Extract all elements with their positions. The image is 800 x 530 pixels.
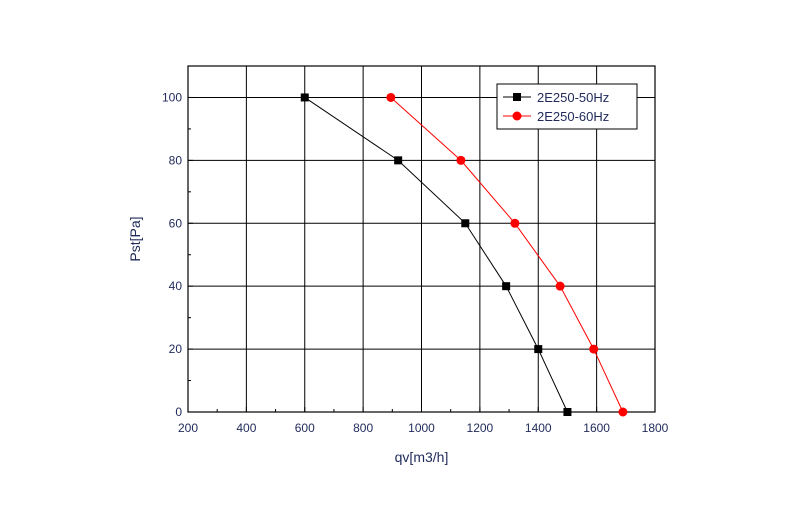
data-point <box>461 219 470 228</box>
legend-marker <box>512 111 522 121</box>
y-tick-label: 40 <box>169 279 183 293</box>
y-tick-label: 20 <box>169 342 183 356</box>
x-axis-label: qv[m3/h] <box>395 449 449 465</box>
data-point <box>510 218 520 228</box>
x-tick-label: 800 <box>353 421 373 435</box>
legend-label: 2E250-50Hz <box>537 90 609 105</box>
x-tick-label: 1800 <box>642 421 669 435</box>
series-1 <box>300 93 572 416</box>
data-point <box>534 345 543 354</box>
x-tick-label: 600 <box>295 421 315 435</box>
x-tick-label: 1000 <box>408 421 435 435</box>
x-tick-label: 1200 <box>467 421 494 435</box>
legend-entry: 2E250-50Hz <box>503 90 609 105</box>
data-point <box>589 344 599 354</box>
data-point <box>618 407 628 417</box>
y-tick-label: 100 <box>162 90 182 104</box>
x-tick-label: 1400 <box>525 421 552 435</box>
data-point <box>300 93 309 102</box>
series-line <box>304 97 568 413</box>
y-tick-label: 0 <box>175 405 182 419</box>
data-point <box>456 155 466 165</box>
y-tick-label: 60 <box>169 216 183 230</box>
data-point <box>394 156 403 165</box>
series-2 <box>386 92 628 417</box>
data-point <box>563 408 572 416</box>
legend-marker <box>513 93 521 101</box>
series-layer <box>300 92 628 417</box>
series-line <box>390 97 624 413</box>
data-point <box>386 92 396 102</box>
data-point <box>555 281 565 291</box>
legend-entry: 2E250-60Hz <box>503 109 609 124</box>
y-tick-label: 80 <box>169 153 183 167</box>
legend-box <box>496 83 638 130</box>
data-point <box>502 282 511 291</box>
axis-ticks: 200 400 600 800 1000 1200 1400 1600 1800 0 20 40 60 8… <box>162 90 669 435</box>
legend-label: 2E250-60Hz <box>537 109 609 124</box>
y-axis-label: Pst[Pa] <box>127 216 143 261</box>
x-tick-label: 200 <box>178 421 198 435</box>
x-tick-label: 1600 <box>583 421 610 435</box>
x-tick-label: 400 <box>236 421 256 435</box>
legend: 2E250-50Hz 2E250-60Hz <box>496 83 638 130</box>
